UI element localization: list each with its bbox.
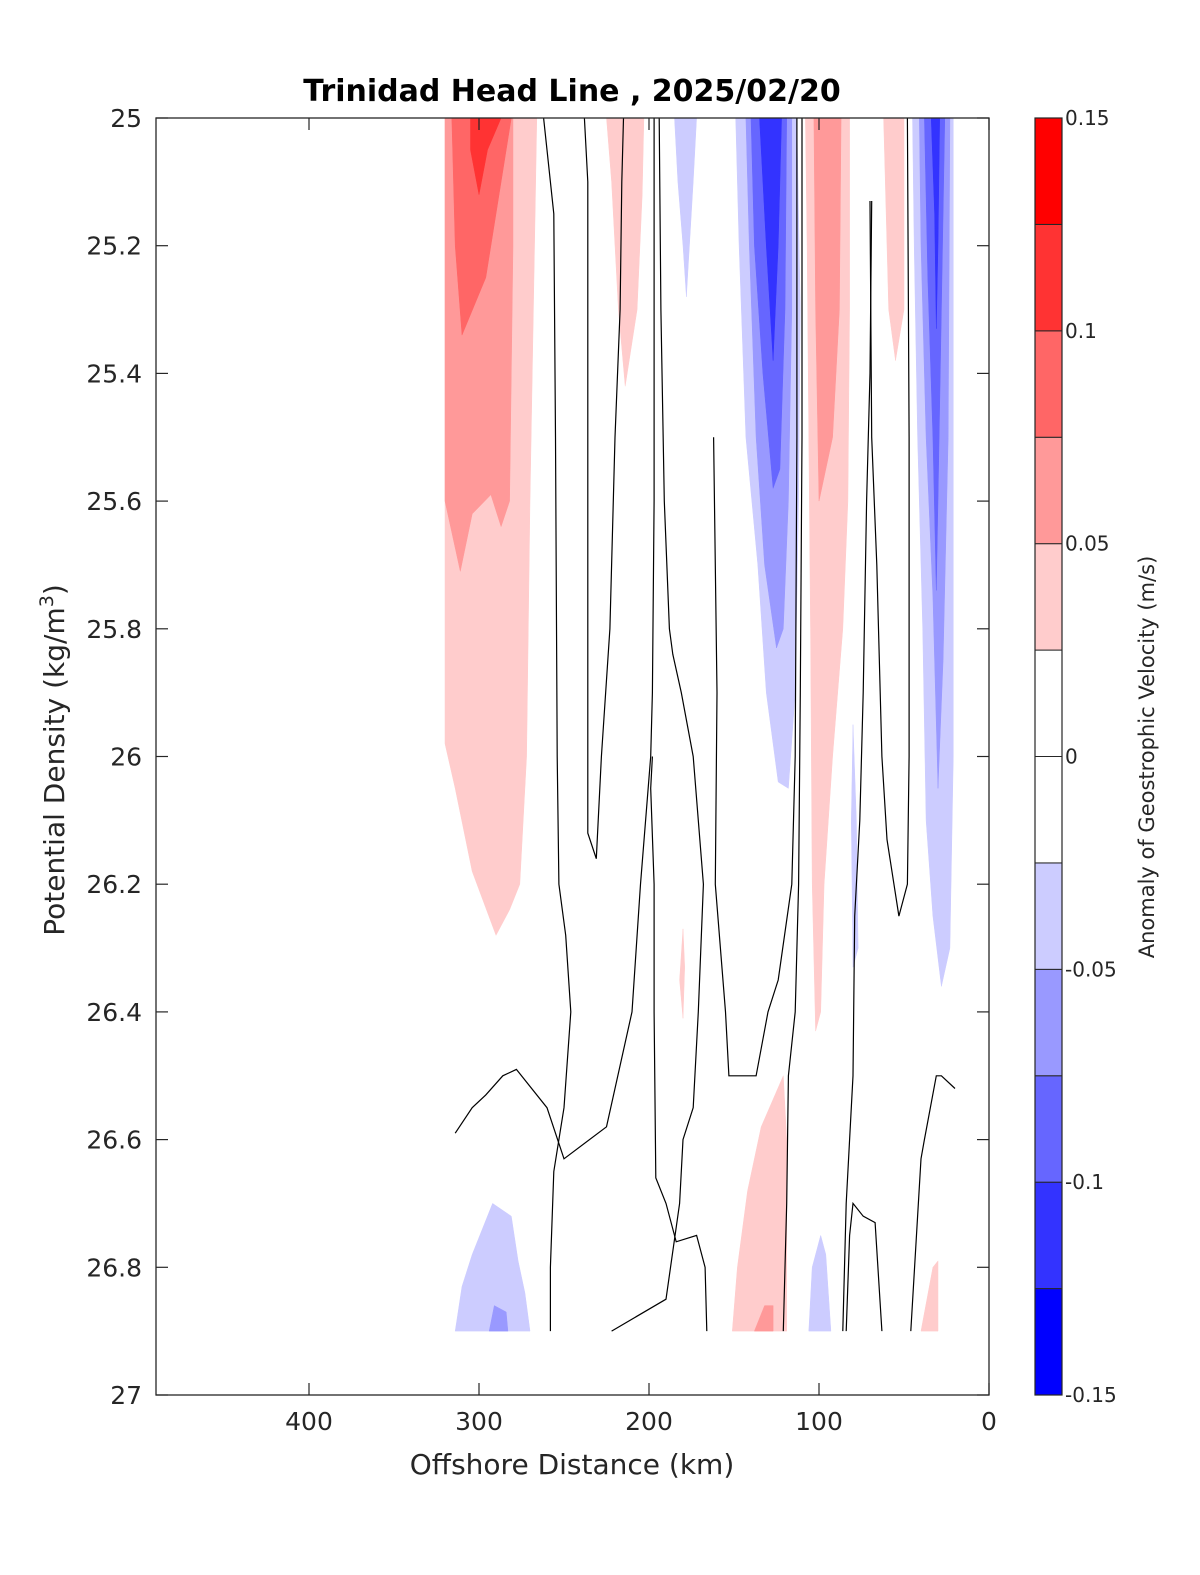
- colorbar-band: [1034, 1288, 1063, 1396]
- zero-contour-line: [583, 118, 625, 859]
- x-tick-label: 200: [625, 1407, 673, 1436]
- x-tick-label: 400: [285, 1407, 333, 1436]
- colorbar-tick-label: -0.15: [1065, 1383, 1117, 1407]
- y-tick-label: 25.2: [86, 232, 142, 261]
- contour-region-blue-jet-30-band-3: [924, 118, 946, 591]
- colorbar-band: [1034, 330, 1063, 438]
- colorbar-band: [1034, 968, 1063, 1077]
- contour-region-deep-blue-100: [808, 1234, 832, 1332]
- colorbar-band: [1034, 436, 1063, 545]
- y-axis-label: Potential Density (kg/m3): [36, 584, 71, 936]
- y-axis: 25 25.2 25.4 25.6 25.8 26 26.2 26.4 26.6 26.8 27: [86, 104, 989, 1410]
- contour-region-deep-red-130-band-1: [732, 1075, 787, 1332]
- colorbar-band: [1034, 223, 1063, 332]
- y-tick-label: 25.8: [86, 615, 142, 644]
- colorbar-label: Anomaly of Geostrophic Velocity (m/s): [1135, 556, 1159, 959]
- x-tick-label: 300: [455, 1407, 503, 1436]
- contour-region-deep-red-35: [920, 1260, 939, 1332]
- colorbar-tick-label: 0.1: [1065, 319, 1097, 343]
- contour-region-blue-jet-130-band-4: [759, 118, 782, 361]
- zero-contour-line: [454, 118, 655, 1160]
- x-tick-label: 0: [981, 1407, 997, 1436]
- colorbar-tick-label: 0.05: [1065, 532, 1110, 556]
- colorbar-tick-label: -0.1: [1065, 1170, 1104, 1194]
- y-axis-label-superscript: 3: [36, 595, 58, 607]
- colorbar-tick-label: -0.05: [1065, 957, 1117, 981]
- colorbar-band: [1034, 862, 1063, 970]
- contour-region-red-jet-100-band-2: [813, 118, 842, 502]
- chart-title: Trinidad Head Line , 2025/02/20: [303, 74, 840, 109]
- colorbar-band: [1034, 117, 1063, 225]
- contour-region-patch-180km-pos: [679, 928, 685, 1019]
- contour-region-deep-blue-290-band-2: [488, 1305, 509, 1332]
- y-tick-label: 26.2: [86, 870, 142, 899]
- colorbar-tick-label: 0.15: [1065, 106, 1110, 130]
- zero-contour-line: [869, 118, 910, 917]
- colorbar-band: [1034, 649, 1063, 757]
- contour-region-patch-220km: [606, 118, 645, 387]
- y-tick-label: 25.6: [86, 487, 142, 516]
- contour-region-patch-55km: [883, 118, 905, 361]
- zero-contour-line: [713, 118, 798, 1077]
- y-tick-label: 26.6: [86, 1126, 142, 1155]
- x-axis-label: Offshore Distance (km): [410, 1448, 735, 1481]
- colorbar-band: [1034, 1181, 1063, 1290]
- x-axis: 400 300 200 100 0: [285, 118, 997, 1436]
- contour-region-deep-blue-290-band-1: [454, 1203, 531, 1332]
- contour-region-offshore-jet-band-4: [470, 118, 502, 195]
- contour-region-offshore-jet-band-3: [451, 118, 512, 336]
- filled-contour-regions: [444, 118, 954, 1332]
- colorbar-band: [1034, 543, 1063, 651]
- y-tick-label: 25.4: [86, 359, 142, 388]
- zero-contour-line: [845, 1201, 883, 1332]
- zero-contour-lines: [454, 118, 956, 1332]
- colorbar: 0.15 0.1 0.05 0 -0.05 -0.1 -0.15: [1034, 106, 1117, 1407]
- x-tick-label: 100: [795, 1407, 843, 1436]
- colorbar-tick-label: 0: [1065, 745, 1078, 769]
- contour-region-patch-180km-neg: [674, 118, 697, 297]
- zero-contour-line: [842, 200, 873, 1332]
- zero-contour-line: [782, 118, 803, 1332]
- contour-region-blue-jet-30-band-4: [930, 118, 940, 329]
- zero-contour-line: [910, 1075, 956, 1332]
- colorbar-band: [1034, 1075, 1063, 1183]
- y-tick-label: 27: [110, 1381, 142, 1410]
- zero-contour-line: [650, 756, 708, 1332]
- zero-contour-line: [543, 118, 572, 1332]
- contour-region-deep-red-130-band-2: [754, 1305, 774, 1332]
- y-axis-label-main: Potential Density (kg/m: [38, 607, 71, 936]
- y-tick-label: 26.8: [86, 1253, 142, 1282]
- y-tick-label: 25: [110, 104, 142, 133]
- zero-contour-line: [611, 118, 705, 1332]
- y-axis-label-close: ): [38, 584, 71, 595]
- colorbar-frame: [1034, 117, 1063, 1396]
- colorbar-band: [1034, 756, 1063, 864]
- contour-region-patch-80km-neg: [851, 724, 859, 968]
- y-tick-label: 26: [110, 743, 142, 772]
- y-tick-label: 26.4: [86, 998, 142, 1027]
- plot-area: [156, 118, 989, 1395]
